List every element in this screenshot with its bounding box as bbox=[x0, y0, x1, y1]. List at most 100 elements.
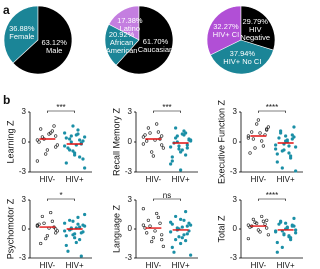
data-point bbox=[265, 127, 269, 131]
x-tick-label: HIV- bbox=[146, 175, 162, 184]
data-point bbox=[292, 135, 296, 139]
data-point bbox=[141, 223, 145, 227]
data-point bbox=[290, 133, 294, 137]
y-axis-label: Executive Function Z bbox=[216, 99, 226, 184]
data-point bbox=[275, 160, 279, 164]
x-tick-label: HIV+ bbox=[277, 261, 295, 269]
data-point bbox=[279, 220, 283, 224]
data-point bbox=[148, 224, 152, 228]
y-tick-label: 3 bbox=[22, 107, 27, 116]
data-point bbox=[256, 118, 260, 122]
pie-slice bbox=[206, 5, 242, 56]
data-point bbox=[50, 219, 54, 223]
data-point bbox=[179, 168, 183, 172]
data-point bbox=[248, 151, 252, 155]
data-point bbox=[251, 217, 255, 221]
data-point bbox=[170, 245, 174, 249]
data-point bbox=[179, 241, 183, 246]
significance-label: * bbox=[59, 191, 62, 200]
data-point bbox=[161, 146, 165, 150]
slice-value: 17.38% bbox=[117, 15, 143, 25]
data-point bbox=[79, 254, 83, 258]
data-point bbox=[185, 143, 189, 147]
y-tick-label: 0 bbox=[22, 137, 27, 146]
data-point bbox=[170, 222, 174, 226]
slice-label: 36.88% Female bbox=[0, 23, 44, 41]
data-point bbox=[174, 136, 178, 140]
data-point bbox=[63, 144, 67, 148]
data-point bbox=[261, 219, 265, 223]
significance-bracket bbox=[258, 198, 286, 201]
data-point bbox=[253, 146, 257, 150]
data-point bbox=[294, 145, 298, 149]
data-point bbox=[184, 153, 188, 157]
data-point bbox=[81, 157, 85, 161]
data-point bbox=[55, 229, 59, 233]
data-point bbox=[68, 137, 72, 141]
data-point bbox=[55, 143, 59, 147]
pie-slice bbox=[115, 5, 174, 75]
slice-label: 37.94% HIV+ No CI bbox=[220, 49, 264, 66]
data-point bbox=[280, 149, 284, 153]
data-point bbox=[161, 244, 165, 248]
y-axis-label: Learning Z bbox=[5, 120, 15, 164]
data-point bbox=[246, 136, 250, 140]
data-point bbox=[64, 161, 68, 165]
data-point bbox=[40, 214, 44, 219]
data-point bbox=[285, 225, 289, 229]
data-point bbox=[260, 139, 264, 143]
panel-label: b bbox=[3, 93, 10, 107]
data-point bbox=[260, 214, 264, 219]
data-point bbox=[160, 134, 164, 138]
slice-category: HIV Negative bbox=[240, 24, 271, 42]
data-point bbox=[265, 128, 269, 132]
data-point bbox=[277, 136, 281, 140]
data-point bbox=[35, 224, 39, 228]
data-point bbox=[250, 130, 254, 134]
slice-category: Female bbox=[9, 31, 35, 41]
data-point bbox=[141, 135, 145, 139]
x-tick-label: HIV- bbox=[251, 175, 267, 184]
data-point bbox=[44, 237, 48, 241]
data-point bbox=[265, 218, 269, 222]
data-point bbox=[287, 235, 291, 239]
data-point bbox=[78, 238, 82, 242]
data-point bbox=[150, 239, 154, 244]
data-point bbox=[170, 155, 174, 159]
data-point bbox=[45, 234, 49, 238]
pie-slice bbox=[210, 39, 274, 75]
data-point bbox=[189, 253, 193, 257]
x-tick-label: HIV- bbox=[146, 261, 162, 269]
data-point bbox=[160, 233, 164, 237]
data-point bbox=[182, 129, 186, 133]
data-point bbox=[253, 220, 257, 224]
data-point bbox=[185, 224, 189, 228]
significance-label: ns bbox=[163, 191, 171, 200]
data-point bbox=[52, 124, 56, 128]
slice-value: 36.88% bbox=[9, 23, 35, 33]
data-point bbox=[279, 131, 283, 135]
x-tick-label: HIV- bbox=[40, 261, 56, 269]
data-point bbox=[287, 144, 291, 148]
data-point bbox=[150, 150, 154, 154]
significance-label: **** bbox=[266, 191, 278, 200]
data-point bbox=[266, 233, 270, 237]
data-point bbox=[44, 152, 48, 156]
data-point bbox=[179, 150, 183, 154]
data-point bbox=[49, 210, 53, 215]
data-point bbox=[289, 156, 293, 160]
data-point bbox=[182, 133, 186, 137]
data-point bbox=[146, 126, 150, 130]
figure: a b Learning Z -3 0 3 HIV- HIV+ *** Recall Memo… bbox=[0, 3, 303, 269]
data-point bbox=[54, 134, 58, 138]
slice-category: Latino bbox=[119, 23, 141, 33]
data-point bbox=[170, 159, 174, 163]
slice-label: 17.38% Latino bbox=[108, 15, 152, 33]
data-point bbox=[246, 134, 250, 138]
data-point bbox=[189, 138, 193, 142]
significance-label: *** bbox=[56, 103, 65, 112]
data-point bbox=[151, 236, 155, 240]
data-point bbox=[275, 240, 279, 245]
data-point bbox=[76, 132, 80, 136]
x-tick-label: HIV- bbox=[40, 175, 56, 184]
